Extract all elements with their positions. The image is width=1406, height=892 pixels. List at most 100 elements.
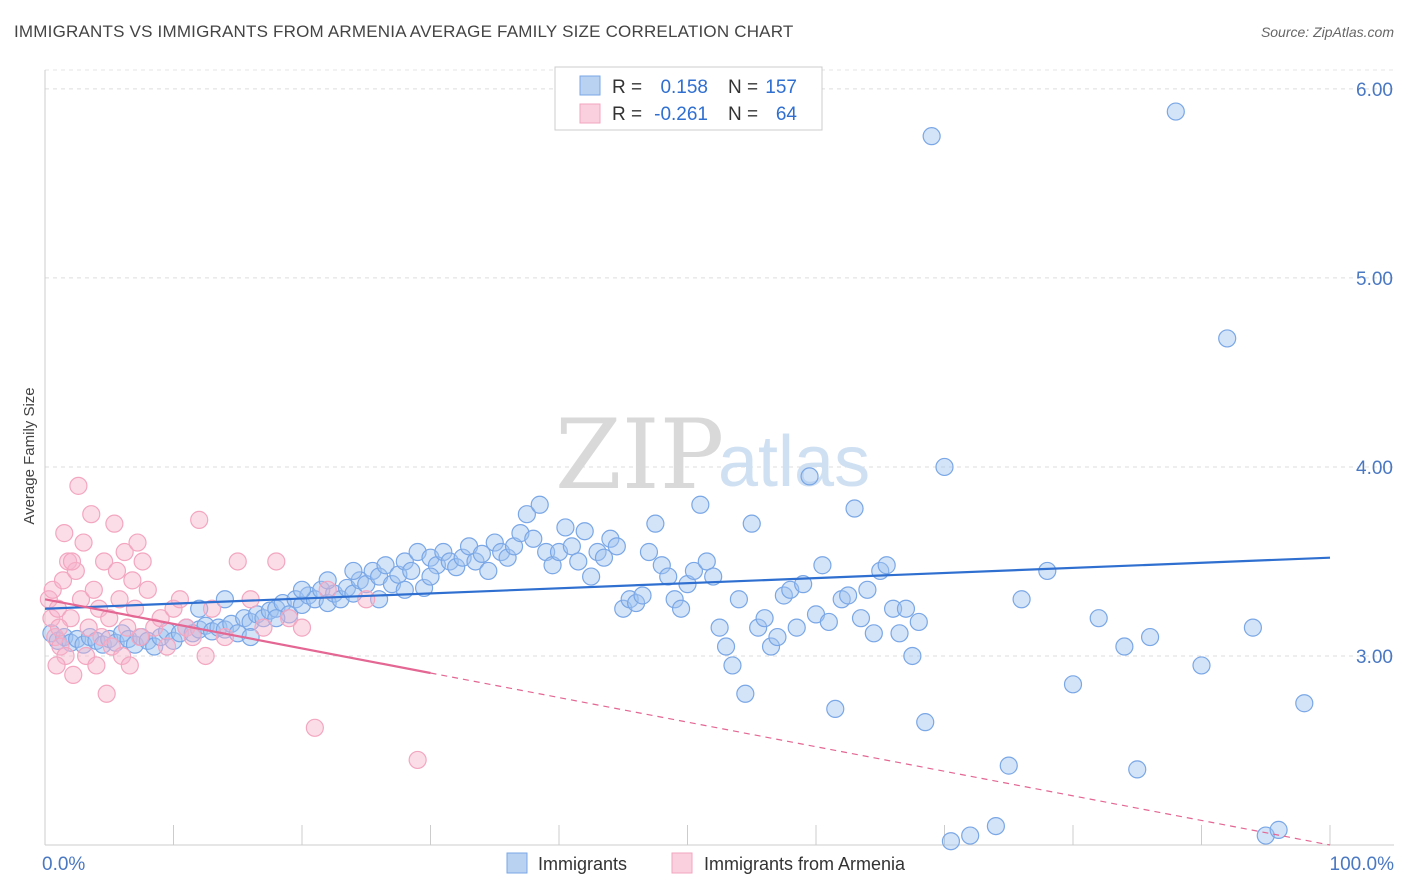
legend-r-value-0: 0.158	[660, 77, 708, 98]
point-armenia	[115, 542, 134, 562]
point-immigrants	[626, 593, 646, 613]
point-immigrants	[761, 637, 781, 656]
point-armenia	[79, 618, 98, 637]
point-immigrants	[479, 561, 498, 581]
point-immigrants	[896, 599, 916, 618]
point-armenia	[228, 552, 247, 571]
point-immigrants	[145, 637, 164, 656]
point-armenia	[59, 552, 78, 571]
point-immigrants	[1192, 656, 1211, 675]
point-immigrants	[1089, 609, 1108, 628]
point-armenia	[196, 646, 215, 666]
point-immigrants	[215, 590, 234, 609]
legend-n-value-0: 157	[765, 77, 797, 98]
point-armenia	[107, 561, 127, 581]
point-armenia	[112, 646, 132, 666]
point-immigrants	[556, 518, 575, 537]
series-immigrants-points	[42, 102, 1314, 851]
point-immigrants	[639, 542, 659, 562]
point-immigrants	[986, 816, 1006, 836]
point-immigrants	[819, 612, 838, 632]
y-axis-label: Average Family Size	[21, 387, 38, 524]
point-immigrants	[723, 656, 742, 675]
legend-r-label-1: R =	[612, 104, 642, 125]
point-armenia	[62, 552, 82, 571]
point-immigrants	[434, 542, 453, 562]
watermark-atlas: atlas	[718, 422, 870, 502]
grid-lines	[45, 69, 1394, 657]
watermark-zip: ZIP	[555, 399, 724, 511]
point-armenia	[69, 476, 88, 495]
point-armenia	[95, 552, 114, 571]
legend-n-label-1: N =	[728, 104, 758, 125]
point-immigrants	[517, 505, 536, 524]
point-immigrants	[800, 467, 819, 486]
point-immigrants	[190, 599, 209, 618]
point-immigrants	[697, 552, 716, 571]
point-immigrants	[935, 457, 954, 477]
point-armenia	[82, 505, 101, 524]
point-armenia	[46, 627, 65, 647]
point-armenia	[74, 533, 93, 552]
point-armenia	[55, 524, 74, 543]
point-immigrants	[1012, 590, 1031, 609]
point-armenia	[100, 609, 119, 628]
point-immigrants	[794, 575, 813, 594]
point-immigrants	[1218, 329, 1237, 348]
point-armenia	[84, 580, 103, 599]
point-armenia	[267, 552, 286, 571]
point-immigrants	[254, 609, 273, 628]
point-immigrants	[594, 548, 614, 567]
point-immigrants	[344, 561, 363, 581]
point-immigrants	[941, 832, 961, 851]
watermark: ZIP atlas	[555, 399, 870, 511]
point-armenia	[50, 618, 69, 637]
point-immigrants	[671, 599, 691, 618]
point-immigrants	[652, 556, 671, 575]
point-immigrants	[877, 556, 896, 575]
point-armenia	[357, 590, 376, 609]
point-immigrants	[524, 529, 543, 548]
point-immigrants	[1128, 760, 1147, 779]
point-armenia	[292, 618, 312, 637]
point-immigrants	[858, 580, 877, 599]
x-tick-label-max: 100.0%	[1330, 854, 1395, 875]
point-armenia	[138, 580, 157, 599]
point-immigrants	[916, 713, 935, 732]
y-tick-label: 4.00	[1356, 458, 1393, 479]
point-immigrants	[633, 586, 652, 605]
point-armenia	[64, 665, 83, 684]
point-immigrants	[890, 624, 909, 643]
point-armenia	[318, 580, 337, 599]
bottom-legend-label-armenia: Immigrants from Armenia	[704, 854, 906, 874]
bottom-legend-swatch-immigrants	[506, 852, 528, 874]
point-immigrants	[864, 624, 883, 643]
point-immigrants	[485, 533, 504, 552]
point-armenia	[183, 627, 202, 647]
x-tick-label-min: 0.0%	[42, 854, 85, 875]
point-armenia	[170, 590, 190, 609]
legend-r-label-0: R =	[612, 77, 642, 98]
trend-lines	[44, 556, 1331, 846]
point-immigrants	[710, 618, 729, 637]
series-armenia-points	[39, 476, 427, 770]
point-immigrants	[716, 637, 736, 656]
point-armenia	[42, 609, 61, 628]
point-immigrants	[292, 580, 312, 599]
point-armenia	[123, 571, 142, 590]
trend-line-armenia	[44, 598, 431, 675]
source-credit: Source: ZipAtlas.com	[1260, 24, 1394, 40]
point-armenia	[105, 514, 124, 533]
point-immigrants	[402, 561, 421, 581]
point-armenia	[305, 718, 324, 737]
bottom-legend: Immigrants Immigrants from Armenia	[506, 852, 906, 874]
point-armenia	[133, 552, 152, 571]
point-armenia	[110, 590, 129, 609]
point-immigrants	[665, 590, 684, 609]
y-tick-label: 3.00	[1356, 647, 1393, 668]
point-immigrants	[646, 514, 665, 533]
point-immigrants	[466, 552, 485, 571]
point-immigrants	[768, 627, 787, 647]
trend-line-armenia-extrapolated	[430, 672, 1331, 846]
